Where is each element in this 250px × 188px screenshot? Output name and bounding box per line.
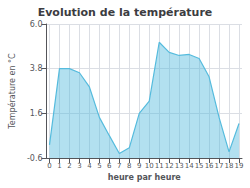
svg-text:5: 5 xyxy=(97,162,101,170)
svg-text:1: 1 xyxy=(57,162,61,170)
svg-text:Evolution de la température: Evolution de la température xyxy=(38,6,213,19)
svg-text:18: 18 xyxy=(225,162,234,170)
svg-text:2: 2 xyxy=(67,162,71,170)
svg-text:3: 3 xyxy=(77,162,81,170)
svg-text:1.6: 1.6 xyxy=(30,109,43,118)
svg-text:9: 9 xyxy=(137,162,141,170)
svg-text:heure par heure: heure par heure xyxy=(108,173,182,182)
svg-text:15: 15 xyxy=(195,162,204,170)
svg-text:19: 19 xyxy=(235,162,244,170)
svg-text:4: 4 xyxy=(87,162,92,170)
svg-text:16: 16 xyxy=(205,162,214,170)
svg-text:3.8: 3.8 xyxy=(30,64,43,73)
svg-text:14: 14 xyxy=(185,162,194,170)
svg-text:13: 13 xyxy=(175,162,184,170)
svg-text:0: 0 xyxy=(47,162,51,170)
svg-text:-0.6: -0.6 xyxy=(27,154,43,163)
svg-text:12: 12 xyxy=(165,162,174,170)
svg-text:11: 11 xyxy=(155,162,164,170)
svg-text:6.0: 6.0 xyxy=(30,20,43,29)
svg-text:Température en °C: Température en °C xyxy=(7,53,17,130)
svg-text:10: 10 xyxy=(145,162,154,170)
svg-text:6: 6 xyxy=(107,162,112,170)
svg-text:8: 8 xyxy=(127,162,131,170)
svg-text:7: 7 xyxy=(117,162,121,170)
svg-text:17: 17 xyxy=(215,162,224,170)
